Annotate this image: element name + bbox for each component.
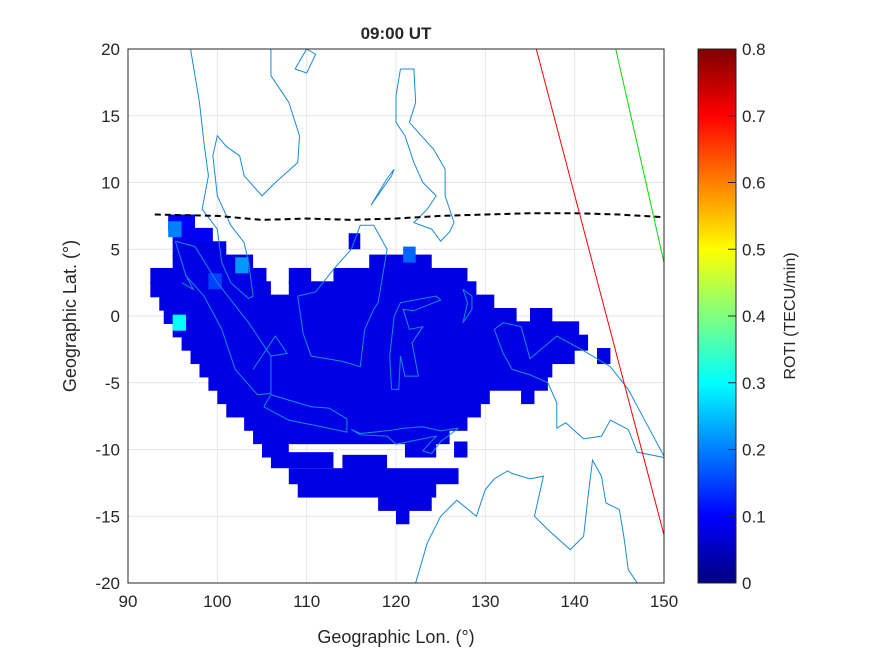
coastline — [294, 49, 317, 74]
coastline — [351, 426, 459, 455]
roti-cell — [288, 267, 312, 284]
roti-cell — [163, 307, 517, 325]
roti-cell — [369, 254, 432, 271]
roti-cell — [530, 307, 553, 325]
axis-ticks: 90 100 110 120 130 140 150 20 15 10 5 0 -5 -10 -15 -20 — [95, 40, 678, 611]
roti-cell — [404, 441, 437, 458]
y-tick-label: 10 — [101, 174, 120, 193]
roti-cell — [403, 246, 416, 263]
coastline — [297, 224, 388, 368]
magnetic-equator-line — [154, 212, 664, 221]
coastline — [415, 458, 638, 583]
colorbar-tick-label: 0 — [742, 574, 751, 593]
roti-cell — [172, 227, 213, 244]
roti-cell — [181, 334, 589, 351]
colorbar-tick-label: 0.8 — [742, 40, 766, 59]
y-tick-label: -20 — [95, 574, 120, 593]
roti-cell — [244, 414, 468, 431]
roti-cell — [597, 348, 611, 365]
roti-cell — [208, 273, 222, 290]
y-tick-label: -5 — [105, 374, 120, 393]
roti-cell — [172, 254, 254, 271]
roti-cell — [172, 321, 580, 338]
red-boundary-line — [535, 49, 664, 536]
x-tick-label: 150 — [650, 592, 678, 611]
colorbar-tick-label: 0.1 — [742, 507, 766, 526]
roti-cell — [396, 508, 410, 525]
y-tick-label: 5 — [111, 240, 120, 259]
coastline — [462, 288, 473, 323]
y-axis-label: Geographic Lat. (°) — [60, 240, 80, 392]
roti-cell — [226, 401, 481, 418]
chart-title: 09:00 UT — [361, 24, 432, 43]
roti-cell — [199, 361, 553, 378]
colorbar-tick-label: 0.6 — [742, 174, 766, 193]
colorbar-tick-label: 0.3 — [742, 374, 766, 393]
y-tick-label: 15 — [101, 107, 120, 126]
colorbar-tick-label: 0.5 — [742, 240, 766, 259]
coastline — [174, 240, 272, 396]
x-axis-label: Geographic Lon. (°) — [317, 627, 474, 647]
overlay-lines — [154, 49, 664, 536]
coastline — [493, 322, 664, 457]
colorbar-label: ROTI (TECU/min) — [782, 252, 799, 379]
colorbar-ticks: 0 0.1 0.2 0.3 0.4 0.5 0.6 0.7 0.8 — [728, 40, 766, 593]
x-tick-label: 100 — [203, 592, 231, 611]
roti-cell — [217, 388, 490, 405]
coastline — [395, 68, 455, 243]
roti-cell — [521, 388, 535, 405]
colorbar-tick-label: 0.7 — [742, 107, 766, 126]
y-tick-label: 20 — [101, 40, 120, 59]
coastline — [370, 168, 395, 206]
roti-cell — [288, 468, 459, 485]
coastline — [263, 394, 348, 433]
x-tick-label: 130 — [471, 592, 499, 611]
coastline — [493, 329, 664, 459]
coastlines — [174, 49, 664, 583]
x-tick-label: 90 — [119, 592, 138, 611]
coastline — [181, 275, 195, 291]
y-tick-label: 0 — [111, 307, 120, 326]
roti-cell — [333, 267, 468, 284]
y-tick-label: -10 — [95, 441, 120, 460]
roti-cell — [253, 428, 450, 445]
y-tick-label: -15 — [95, 507, 120, 526]
roti-cell — [208, 374, 548, 391]
coastline — [389, 295, 442, 390]
x-tick-label: 120 — [382, 592, 410, 611]
roti-cell — [342, 454, 388, 471]
roti-cell — [168, 221, 182, 238]
roti-cell — [172, 314, 187, 331]
roti-cell — [270, 452, 334, 469]
x-tick-label: 110 — [293, 592, 320, 611]
x-tick-label: 140 — [560, 592, 588, 611]
coastline — [252, 335, 288, 370]
colorbar-tick-label: 0.2 — [742, 441, 766, 460]
roti-cell — [454, 441, 468, 458]
roti-cell — [172, 241, 227, 258]
colorbar-tick-label: 0.4 — [742, 307, 766, 326]
roti-cell — [297, 481, 437, 498]
plot-frame — [127, 48, 665, 584]
roti-cell — [288, 281, 477, 298]
roti-cell — [378, 494, 432, 511]
coastline — [190, 49, 301, 300]
roti-cell — [159, 294, 495, 311]
roti-cell — [235, 257, 249, 274]
green-boundary-line — [615, 49, 664, 263]
